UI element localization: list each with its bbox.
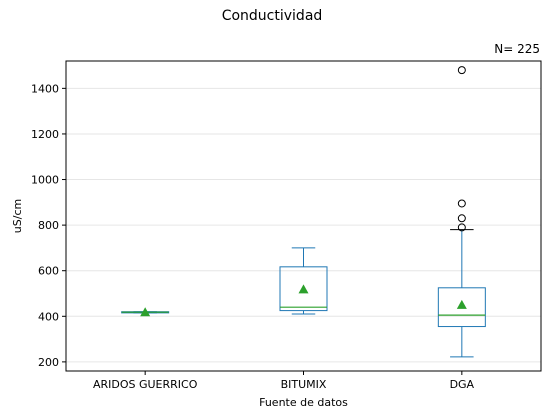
outlier-point bbox=[457, 223, 466, 232]
sample-size-annotation: N= 225 bbox=[494, 42, 540, 56]
mean-marker bbox=[456, 299, 467, 309]
y-tick-label: 1400 bbox=[31, 82, 59, 95]
y-tick-label: 800 bbox=[38, 219, 59, 232]
y-tick-label: 600 bbox=[38, 265, 59, 278]
outlier-point bbox=[457, 199, 466, 208]
plot-frame bbox=[65, 60, 542, 372]
x-axis-label: Fuente de datos bbox=[259, 396, 348, 409]
x-tick-label: DGA bbox=[450, 378, 475, 391]
mean-marker bbox=[298, 284, 309, 294]
iqr-box bbox=[279, 266, 328, 312]
mean-marker bbox=[140, 307, 151, 317]
y-tick-label: 1200 bbox=[31, 128, 59, 141]
y-tick-label: 400 bbox=[38, 310, 59, 323]
x-tick-label: ARIDOS GUERRICO bbox=[93, 378, 198, 391]
outlier-point bbox=[457, 214, 466, 223]
iqr-box bbox=[437, 287, 486, 328]
x-tick-label: BITUMIX bbox=[281, 378, 327, 391]
outlier-point bbox=[457, 66, 466, 75]
y-axis-label: uS/cm bbox=[11, 199, 24, 233]
chart-title: Conductividad bbox=[221, 8, 323, 24]
y-tick-label: 1000 bbox=[31, 174, 59, 187]
y-tick-label: 200 bbox=[38, 356, 59, 369]
